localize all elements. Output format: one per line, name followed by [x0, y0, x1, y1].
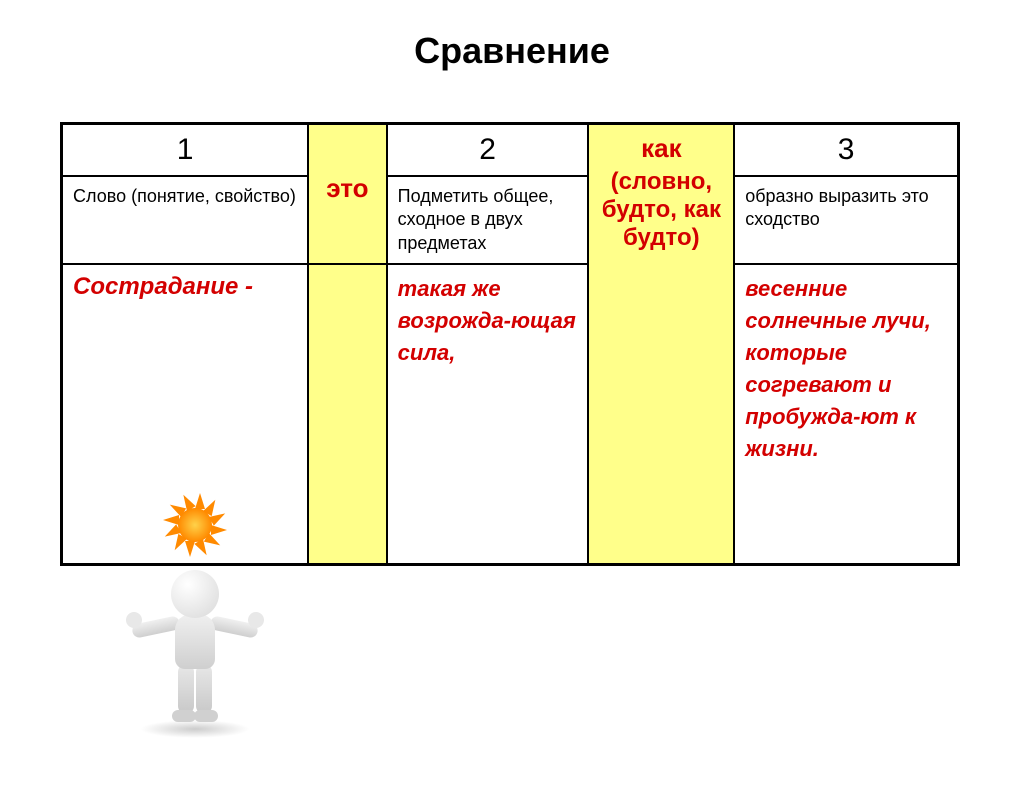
subheader-1: Слово (понятие, свойство) — [62, 176, 309, 264]
person-hand-left — [126, 612, 142, 628]
person-torso — [175, 614, 215, 669]
figure-person-sun — [110, 480, 280, 760]
col-number-2: 2 — [387, 124, 589, 177]
content-1-text: Сострадание - — [73, 273, 253, 300]
subheader-2-text: Подметить общее, сходное в двух предмета… — [398, 186, 554, 253]
linker-word: это — [319, 133, 375, 204]
person-icon — [140, 570, 250, 740]
linker-cell-below — [308, 264, 386, 564]
content-cell-2: такая же возрожда-ющая сила, — [387, 264, 589, 564]
person-foot-right — [194, 710, 218, 722]
connector-cell: как (словно, будто, как будто) — [588, 124, 734, 565]
person-foot-left — [172, 710, 196, 722]
person-leg-left — [178, 664, 194, 714]
content-cell-3: весенние солнечные лучи, которые согрева… — [734, 264, 958, 564]
subheader-3-text: образно выразить это сходство — [745, 186, 928, 229]
col-number-1: 1 — [62, 124, 309, 177]
person-hand-right — [248, 612, 264, 628]
person-leg-right — [196, 664, 212, 714]
content-3-text: весенние солнечные лучи, которые согрева… — [745, 276, 931, 460]
subheader-2: Подметить общее, сходное в двух предмета… — [387, 176, 589, 264]
sun-icon — [160, 490, 230, 560]
subheader-3: образно выразить это сходство — [734, 176, 958, 264]
connector-rest: (словно, будто, как будто) — [599, 168, 723, 252]
col-number-3: 3 — [734, 124, 958, 177]
page-title: Сравнение — [0, 30, 1024, 72]
linker-cell-1: это — [308, 124, 386, 265]
sun-ray — [163, 515, 179, 525]
sun-ray — [195, 493, 205, 509]
content-2-text: такая же возрожда-ющая сила, — [398, 276, 576, 365]
person-head — [171, 570, 219, 618]
person-shadow — [140, 720, 250, 738]
sun-ray — [211, 525, 227, 535]
table-row-subheaders: Слово (понятие, свойство) Подметить обще… — [62, 176, 959, 264]
sun-ray — [185, 541, 195, 557]
table-row-numbers: 1 это 2 как (словно, будто, как будто) 3 — [62, 124, 959, 177]
subheader-1-text: Слово (понятие, свойство) — [73, 186, 296, 206]
connector-main: как — [599, 133, 723, 164]
